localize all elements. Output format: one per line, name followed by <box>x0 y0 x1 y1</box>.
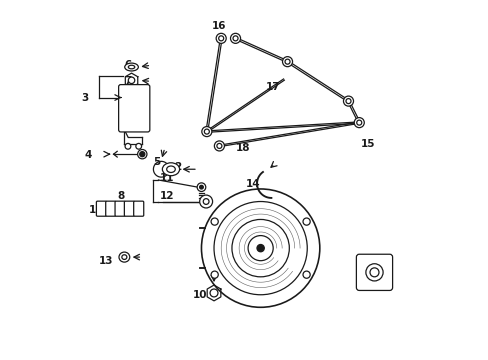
Circle shape <box>204 129 209 134</box>
Circle shape <box>303 218 309 225</box>
Circle shape <box>231 220 289 277</box>
Ellipse shape <box>119 252 129 262</box>
Text: 6: 6 <box>124 60 131 70</box>
Text: 14: 14 <box>245 179 260 189</box>
Circle shape <box>233 36 238 41</box>
Text: 16: 16 <box>212 21 226 31</box>
Text: 17: 17 <box>265 82 280 92</box>
Circle shape <box>199 185 203 189</box>
Text: 5: 5 <box>153 157 160 167</box>
FancyBboxPatch shape <box>115 201 125 216</box>
Circle shape <box>210 289 218 297</box>
Circle shape <box>202 127 211 136</box>
Text: 12: 12 <box>160 191 174 201</box>
FancyBboxPatch shape <box>119 85 149 132</box>
Circle shape <box>303 271 309 278</box>
FancyBboxPatch shape <box>133 201 143 216</box>
Text: 3: 3 <box>81 93 88 103</box>
Text: 11: 11 <box>160 173 174 183</box>
Circle shape <box>201 189 319 307</box>
Circle shape <box>343 96 353 106</box>
Circle shape <box>140 152 144 157</box>
FancyBboxPatch shape <box>105 201 116 216</box>
Text: 15: 15 <box>360 139 375 149</box>
FancyBboxPatch shape <box>356 254 392 291</box>
Ellipse shape <box>122 255 126 260</box>
Circle shape <box>216 33 226 43</box>
Circle shape <box>353 118 364 128</box>
Text: 13: 13 <box>99 256 113 266</box>
Circle shape <box>230 33 240 43</box>
Circle shape <box>125 143 131 149</box>
Text: 4: 4 <box>84 150 92 160</box>
Circle shape <box>356 120 361 125</box>
Circle shape <box>203 199 208 204</box>
Ellipse shape <box>166 166 175 172</box>
Circle shape <box>217 143 222 148</box>
Circle shape <box>218 36 223 41</box>
Ellipse shape <box>128 65 135 69</box>
Circle shape <box>137 149 147 159</box>
Text: 10: 10 <box>192 290 206 300</box>
Circle shape <box>214 202 306 295</box>
Circle shape <box>211 218 218 225</box>
Text: 7: 7 <box>124 76 131 86</box>
Ellipse shape <box>369 268 378 277</box>
Circle shape <box>346 99 350 104</box>
Circle shape <box>247 235 273 261</box>
Ellipse shape <box>124 63 138 71</box>
Ellipse shape <box>365 264 382 281</box>
Circle shape <box>136 143 142 149</box>
Text: 1: 1 <box>88 206 96 216</box>
Circle shape <box>214 141 224 151</box>
FancyBboxPatch shape <box>96 201 106 216</box>
Text: 8: 8 <box>117 191 124 201</box>
Text: 18: 18 <box>235 143 249 153</box>
Circle shape <box>199 195 212 208</box>
Circle shape <box>211 271 218 278</box>
Circle shape <box>285 59 289 64</box>
Ellipse shape <box>162 163 179 176</box>
Circle shape <box>282 57 292 67</box>
Text: 9: 9 <box>367 277 375 287</box>
Text: 2: 2 <box>174 162 182 172</box>
Circle shape <box>128 77 135 84</box>
FancyBboxPatch shape <box>124 201 134 216</box>
Circle shape <box>197 183 205 192</box>
Circle shape <box>257 244 264 252</box>
